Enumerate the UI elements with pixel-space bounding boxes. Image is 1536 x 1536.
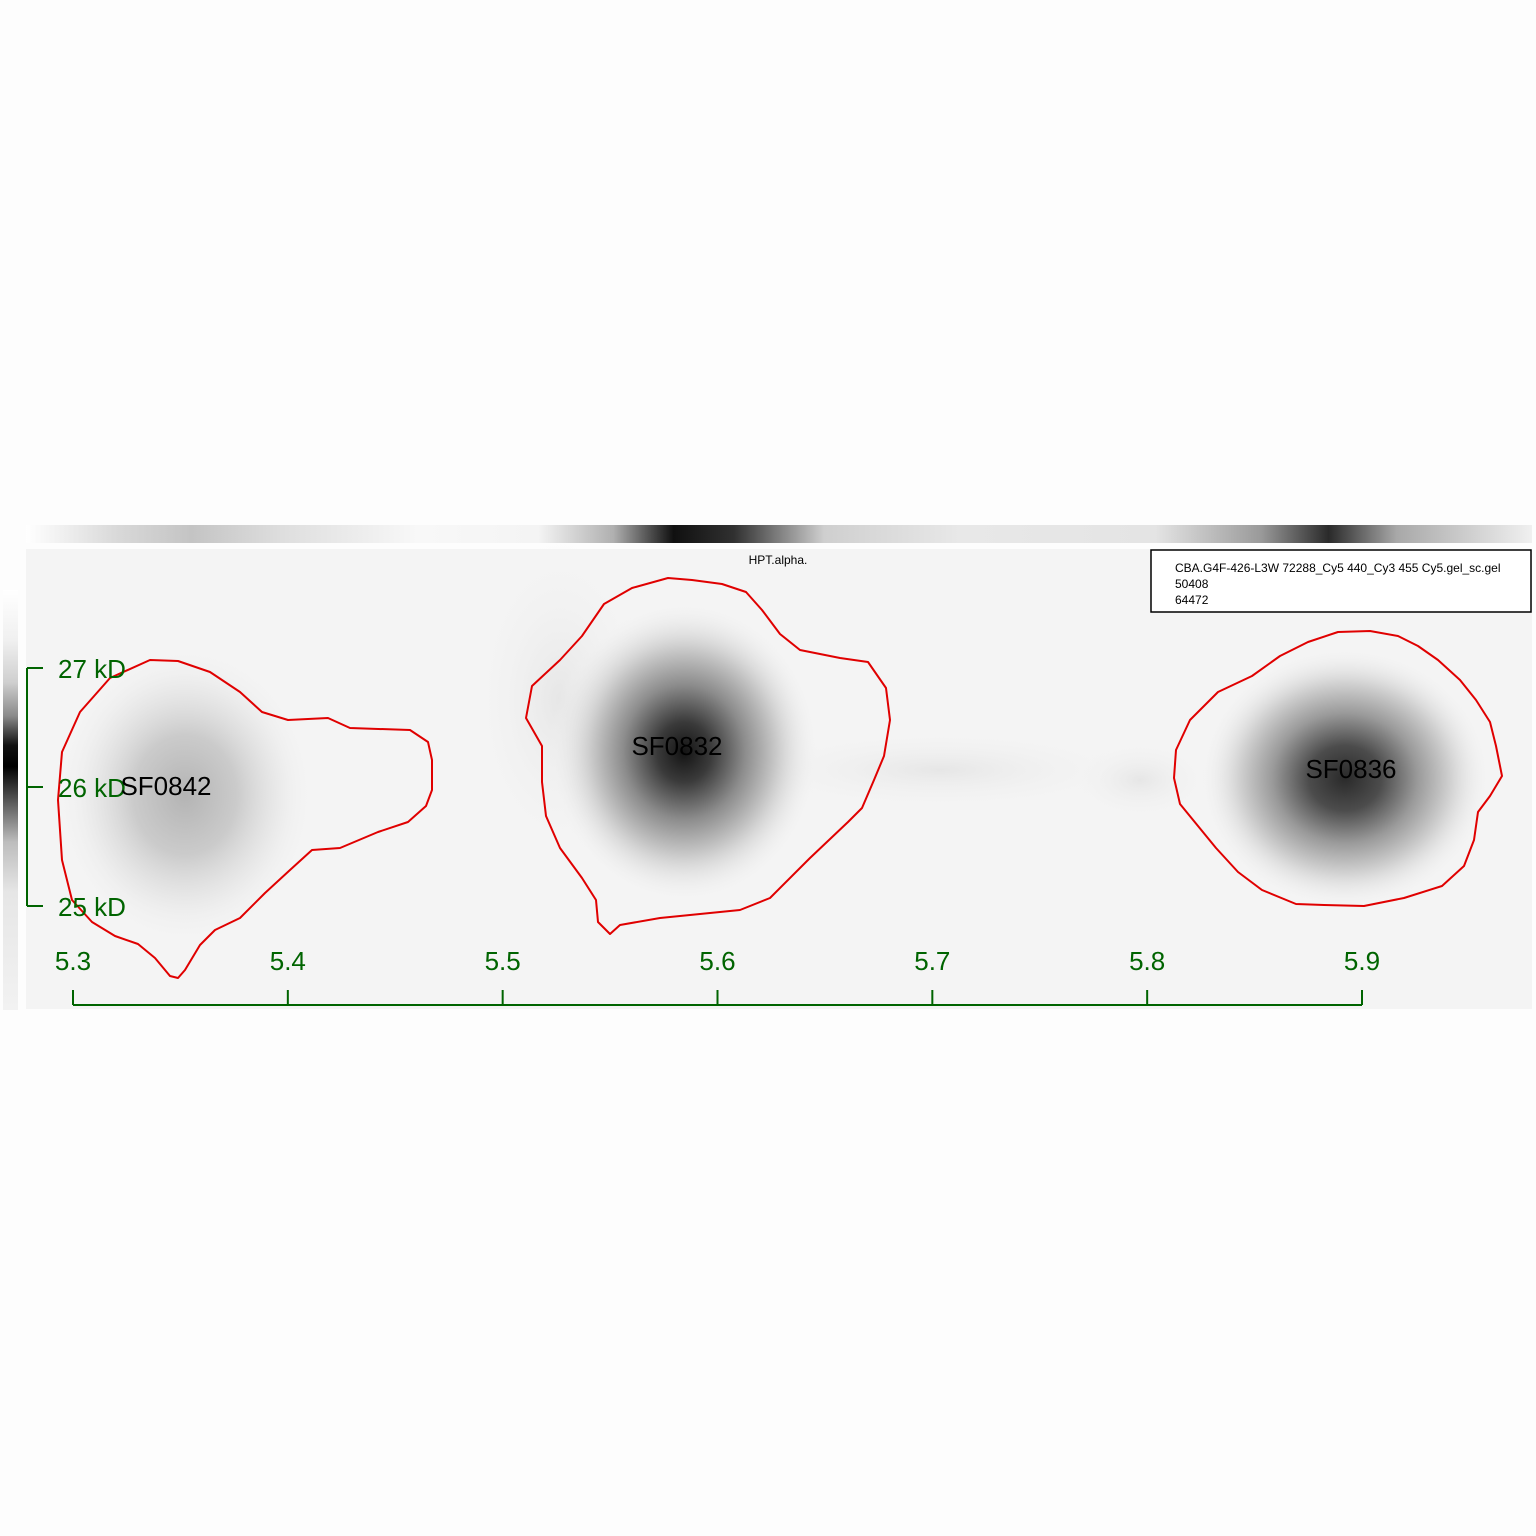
spot-density-sf0842 [55,645,315,945]
info-line-3: 64472 [1175,593,1209,607]
x-tick-label: 5.3 [55,946,91,976]
gel-haze [740,730,1140,810]
spot-density-sf0836 [1200,648,1490,908]
x-tick-label: 5.8 [1129,946,1165,976]
spot-outline-sf0832[interactable] [525,577,891,935]
spot-outline-sf0836[interactable] [1173,630,1503,907]
x-tick-label: 5.5 [485,946,521,976]
x-tick-label: 5.7 [914,946,950,976]
gel-title: HPT.alpha. [749,553,808,567]
spot-density-sf0832 [549,602,819,902]
spot-outline-sf0842[interactable] [57,659,433,979]
y-axis: 27 kD 26 kD 25 kD [26,654,126,922]
spot-label-sf0836[interactable]: SF0836 [1305,754,1396,784]
x-tick-label: 5.4 [270,946,306,976]
x-tick-label: 5.9 [1344,946,1380,976]
y-tick-label: 27 kD [58,654,126,684]
spot-label-sf0832[interactable]: SF0832 [631,731,722,761]
gel-haze [1070,740,1210,820]
y-tick-label: 25 kD [58,892,126,922]
spot-labels: SF0842 SF0832 SF0836 [120,731,1396,801]
y-tick-label: 26 kD [58,773,126,803]
intensity-strip-vertical [3,590,18,1010]
intensity-strip-horizontal [26,525,1532,543]
info-filename: CBA.G4F-426-L3W 72288_Cy5 440_Cy3 455 Cy… [1175,561,1501,575]
x-tick-label: 5.6 [699,946,735,976]
x-axis: 5.3 5.4 5.5 5.6 5.7 5.8 5.9 [55,946,1380,1006]
info-box: CBA.G4F-426-L3W 72288_Cy5 440_Cy3 455 Cy… [1150,549,1532,613]
spot-label-sf0842[interactable]: SF0842 [120,771,211,801]
info-line-2: 50408 [1175,577,1209,591]
